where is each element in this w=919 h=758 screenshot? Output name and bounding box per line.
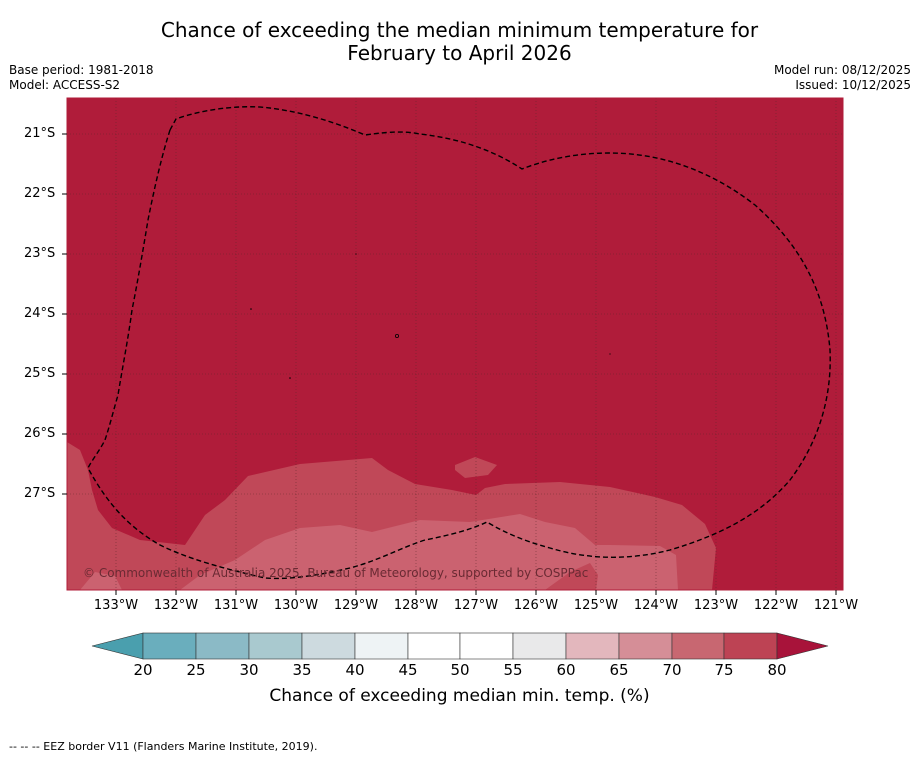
colorbar-segment-45-50 — [407, 632, 461, 660]
lat-label-22s: 22°S — [24, 186, 56, 201]
chart-title-line1: Chance of exceeding the median minimum t… — [160, 18, 759, 42]
eez-border — [87, 106, 831, 580]
colorbar-segment-40-45 — [354, 632, 409, 660]
model-name: Model: ACCESS-S2 — [9, 78, 121, 92]
colorbar-tick-80: 80 — [767, 661, 787, 679]
lon-label-122w: 122°W — [753, 598, 799, 613]
lon-label-129w: 129°W — [333, 598, 379, 613]
colorbar-segment-20-25 — [142, 632, 197, 660]
lat-label-25s: 25°S — [24, 366, 56, 381]
lon-label-130w: 130°W — [273, 598, 319, 613]
issued-date: Issued: 10/12/2025 — [795, 78, 911, 92]
lon-label-128w: 128°W — [393, 598, 439, 613]
colorbar-tick-45: 45 — [398, 661, 418, 679]
colorbar-segment-30-35 — [248, 632, 303, 660]
lon-label-123w: 123°W — [693, 598, 739, 613]
colorbar-segment-65-70 — [618, 632, 673, 660]
lat-ticks — [62, 133, 67, 495]
colorbar-under-arrow — [91, 632, 144, 660]
lon-label-126w: 126°W — [513, 598, 559, 613]
chart-title-line2: February to April 2026 — [347, 41, 572, 65]
colorbar-tick-40: 40 — [345, 661, 365, 679]
lat-label-24s: 24°S — [24, 306, 56, 321]
lon-label-131w: 131°W — [213, 598, 259, 613]
colorbar-tick-30: 30 — [239, 661, 259, 679]
colorbar-tick-35: 35 — [292, 661, 312, 679]
colorbar-over-arrow — [776, 632, 829, 660]
colorbar-tick-70: 70 — [662, 661, 682, 679]
colorbar-segment-70-75 — [671, 632, 725, 660]
colorbar-segment-55-60 — [512, 632, 567, 660]
lat-label-27s: 27°S — [24, 486, 56, 501]
graticule — [67, 98, 843, 590]
eez-legend-footnote: -- -- -- EEZ border V11 (Flanders Marine… — [9, 740, 318, 753]
colorbar-label: Chance of exceeding median min. temp. (%… — [269, 686, 650, 706]
colorbar-tick-50: 50 — [450, 661, 470, 679]
lat-label-23s: 23°S — [24, 246, 56, 261]
lon-label-132w: 132°W — [153, 598, 199, 613]
lon-label-133w: 133°W — [93, 598, 139, 613]
base-period: Base period: 1981-2018 — [9, 63, 154, 77]
colorbar-tick-20: 20 — [133, 661, 153, 679]
colorbar-segment-50-55 — [459, 632, 514, 660]
lon-label-121w: 121°W — [813, 598, 859, 613]
probability-band-75-80-inner — [545, 563, 598, 590]
lon-label-127w: 127°W — [453, 598, 499, 613]
probability-band-70-75-west — [80, 572, 122, 590]
map-frame — [66, 97, 844, 591]
colorbar-segment-25-30 — [195, 632, 250, 660]
lat-label-26s: 26°S — [24, 426, 56, 441]
colorbar-tick-75: 75 — [714, 661, 734, 679]
lon-label-125w: 125°W — [573, 598, 619, 613]
lon-ticks — [115, 590, 837, 595]
colorbar-tick-65: 65 — [609, 661, 629, 679]
copyright-notice: © Commonwealth of Australia 2025, Bureau… — [83, 566, 589, 580]
model-run: Model run: 08/12/2025 — [773, 63, 911, 77]
colorbar-segment-75-80 — [723, 632, 778, 660]
colorbar — [91, 632, 829, 660]
colorbar-tick-60: 60 — [556, 661, 576, 679]
colorbar-segment-35-40 — [301, 632, 356, 660]
colorbar-tick-25: 25 — [186, 661, 206, 679]
colorbar-segment-60-65 — [565, 632, 620, 660]
probability-band-70-75 — [180, 514, 678, 590]
lat-label-21s: 21°S — [24, 126, 56, 141]
island-markers — [250, 253, 611, 379]
lon-label-124w: 124°W — [633, 598, 679, 613]
colorbar-tick-55: 55 — [503, 661, 523, 679]
